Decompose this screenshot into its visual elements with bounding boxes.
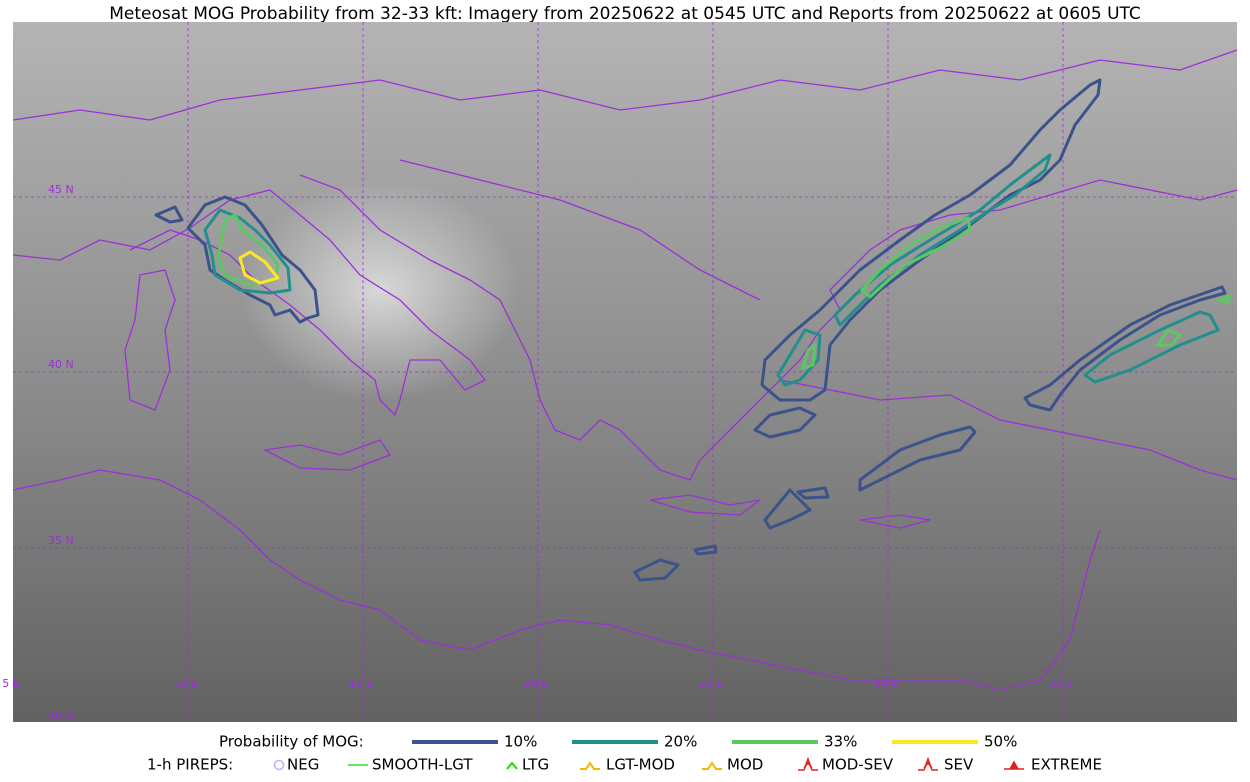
mog-contour xyxy=(860,216,972,299)
mog-contour xyxy=(633,558,680,582)
legend-label: SMOOTH-LGT xyxy=(372,756,473,774)
legend-label: 10% xyxy=(504,733,537,751)
coastline xyxy=(829,179,1238,291)
legend-label: SEV xyxy=(944,756,974,774)
pirep-icon xyxy=(923,761,933,769)
lon-label: 30 E xyxy=(874,677,898,690)
title: Meteosat MOG Probability from 32-33 kft:… xyxy=(109,4,1141,24)
legend-label: MOD-SEV xyxy=(822,756,894,774)
mog-contour xyxy=(1216,294,1232,305)
coastline xyxy=(12,189,486,417)
pirep-icon xyxy=(918,756,938,771)
coastline xyxy=(12,49,1238,121)
mog-contour xyxy=(760,78,1102,402)
mog-contour xyxy=(801,343,817,370)
mog-contour xyxy=(238,250,280,285)
legend-label: 50% xyxy=(984,733,1017,751)
legend-title: 1-h PIREPS: xyxy=(147,756,233,774)
lat-label: 45 N xyxy=(48,183,74,196)
pirep-icon xyxy=(798,756,818,771)
mog-contour xyxy=(693,544,718,556)
pirep-icon xyxy=(580,761,600,770)
mog-contour xyxy=(753,406,817,439)
mog-contour xyxy=(763,488,812,530)
lat-label: 35 N xyxy=(48,534,74,547)
lon-label: 5 E xyxy=(2,677,19,690)
mog-contour xyxy=(154,205,184,224)
graticule: 45 N 40 N 35 N 30 N 5 E 10 E 15 E 20 E 25 E 30 E 3… xyxy=(2,22,1237,722)
mog-contour xyxy=(858,425,977,492)
lon-label: 15 E xyxy=(349,677,373,690)
coastline xyxy=(399,159,761,301)
map: 45 N 40 N 35 N 30 N 5 E 10 E 15 E 20 E 25 E 30 E 3… xyxy=(2,22,1238,722)
probability-legend: Probability of MOG: 10% 20% 33% 50% xyxy=(219,733,1017,751)
legend-label: 33% xyxy=(824,733,857,751)
pirep-icon xyxy=(803,761,813,769)
mog-contour xyxy=(796,486,830,500)
pirep-icon xyxy=(702,761,722,770)
lat-label: 30 N xyxy=(48,709,74,722)
legend-label: 20% xyxy=(664,733,697,751)
lon-label: 20 E xyxy=(524,677,548,690)
coastline xyxy=(12,469,1101,691)
mog-contour xyxy=(1023,285,1227,412)
lat-label: 40 N xyxy=(48,358,74,371)
pirep-legend: 1-h PIREPS: NEG SMOOTH-LGT LTG LGT-MOD MOD MOD… xyxy=(147,756,1102,774)
coastline xyxy=(779,379,1238,481)
lon-label: 25 E xyxy=(699,677,723,690)
pirep-icon xyxy=(1004,760,1024,770)
legend-label: NEG xyxy=(287,756,319,774)
mog-contour xyxy=(833,153,1052,327)
mog-contour xyxy=(1083,310,1220,384)
mog-contour xyxy=(1156,328,1182,347)
legend-label: LGT-MOD xyxy=(606,756,675,774)
coastline xyxy=(262,439,391,471)
coastline xyxy=(649,494,761,516)
coastline xyxy=(859,514,931,529)
pirep-icon xyxy=(273,759,285,771)
legend-label: MOD xyxy=(727,756,763,774)
mog-contours xyxy=(154,78,1232,582)
legend-label: LTG xyxy=(522,756,549,774)
legend-title: Probability of MOG: xyxy=(219,733,364,751)
mog-contour xyxy=(216,213,280,287)
legend-label: EXTREME xyxy=(1031,756,1102,774)
lon-label: 35 E xyxy=(1049,677,1073,690)
mog-contour xyxy=(776,328,822,387)
coastline xyxy=(124,269,176,411)
pirep-icon xyxy=(506,761,518,770)
lon-label: 10 E xyxy=(174,677,198,690)
